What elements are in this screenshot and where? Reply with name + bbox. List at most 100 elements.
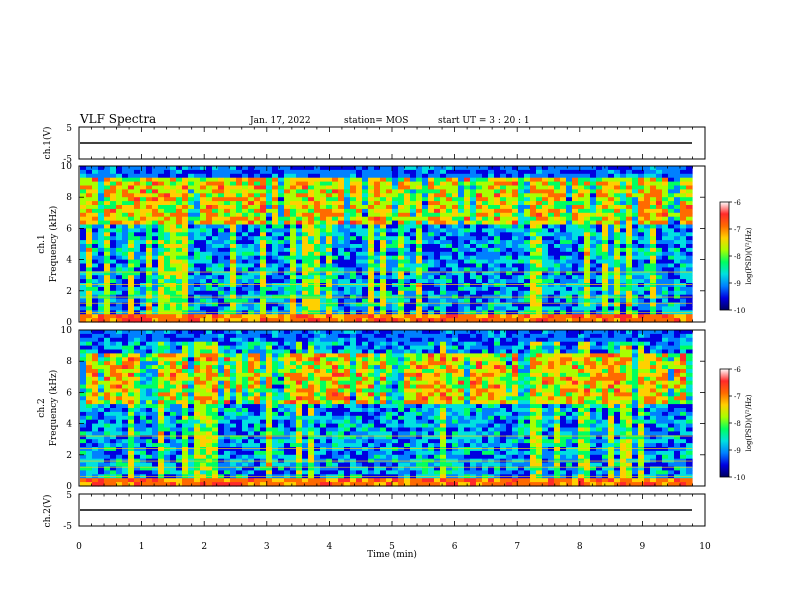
spectrogram-cell [104,251,111,257]
spectrogram-cell [680,216,687,222]
spectrogram-cell [656,216,663,222]
spectrogram-cell [206,208,213,214]
spectrogram-cell [356,177,363,183]
spectrogram-cell [560,275,567,280]
spectrogram-cell [302,244,309,249]
spectrogram-cell [332,189,339,194]
spectrogram-cell [140,208,147,214]
spectrogram-cell [374,232,381,237]
spectrogram-cell [584,263,591,268]
spectrogram-cell [596,169,603,175]
spectrogram-cell [242,220,249,226]
spectrogram-cell [314,201,321,206]
spectrogram-cell [680,185,687,190]
spectrogram-cell [296,244,303,249]
spectrogram-cell [398,193,405,198]
spectrogram-cell [620,271,627,276]
spectrogram-cell [248,177,255,183]
spectrogram-cell [542,306,549,311]
spectrogram-cell [338,189,345,194]
spectrogram-cell [674,271,681,276]
spectrogram-cell [110,427,117,432]
spectrogram-cell [194,169,201,175]
spectrogram-cell [644,177,651,183]
spectrogram-cell [656,212,663,218]
spectrogram-cell [650,263,657,268]
spectrogram-cell [176,290,183,296]
spectrogram-cell [224,236,231,241]
spectrogram-cell [98,181,105,187]
spectrogram-cell [554,283,561,288]
spectrogram-cell [200,197,207,202]
spectrogram-cell [686,169,693,175]
spectrogram-cell [188,205,195,210]
spectrogram-cell [122,286,129,292]
spectrogram-cell [146,408,153,413]
spectrogram-cell [494,244,501,249]
spectrogram-cell [524,189,531,194]
spectrogram-cell [314,232,321,237]
spectrogram-cell [110,361,117,366]
spectrogram-cell [668,240,675,245]
spectrogram-cell [260,193,267,198]
spectrogram-cell [272,279,279,284]
spectrogram-cell [470,208,477,214]
spectrogram-cell [134,212,141,218]
spectrogram-cell [212,232,219,237]
spectrogram-cell [428,240,435,245]
spectrogram-cell [446,314,453,319]
spectrogram-cell [164,205,171,210]
spectrogram-cell [464,263,471,268]
spectrogram-cell [158,419,165,425]
spectrogram-cell [278,205,285,210]
spectrogram-cell [464,290,471,296]
spectrogram-cell [284,263,291,268]
spectrogram-cell [284,189,291,194]
spectrogram-cell [188,267,195,272]
spectrogram-cell [530,275,537,280]
spectrogram-cell [146,306,153,311]
spectrogram-cell [176,216,183,222]
spectrogram-cell [332,286,339,292]
spectrogram-cell [182,244,189,249]
spectrogram-cell [290,251,297,257]
spectrogram-cell [650,271,657,276]
spectrogram-cell [452,314,459,319]
spectrogram-cell [482,173,489,179]
spectrogram-cell [266,236,273,241]
spectrogram-cell [260,173,267,179]
spectrogram-cell [164,408,171,413]
spectrogram-cell [92,208,99,214]
spectrogram-cell [470,298,477,304]
spectrogram-cell [296,236,303,241]
spectrogram-cell [152,439,159,444]
spectrogram-cell [674,244,681,249]
spectrogram-cell [200,228,207,233]
spectrogram-cell [194,228,201,233]
spectrogram-cell [242,212,249,218]
spectrogram-cell [680,236,687,241]
spectrogram-cell [146,193,153,198]
spectrogram-cell [386,271,393,276]
spectrogram-cell [110,240,117,245]
spectrogram-cell [236,267,243,272]
spectrogram-cell [452,267,459,272]
spectrogram-cell [86,205,93,210]
spectrogram-cell [632,228,639,233]
spectrogram-cell [512,208,519,214]
spectrogram-cell [560,173,567,179]
spectrogram-cell [92,259,99,265]
spectrogram-cell [134,337,141,343]
spectrogram-cell [182,208,189,214]
spectrogram-cell [632,286,639,292]
spectrogram-cell [218,220,225,226]
spectrogram-cell [422,236,429,241]
spectrogram-cell [344,166,351,171]
spectrogram-cell [206,259,213,265]
spectrogram-cell [650,201,657,206]
spectrogram-cell [464,232,471,237]
spectrogram-cell [158,482,165,487]
spectrogram-cell [380,220,387,226]
spectrogram-cell [182,216,189,222]
spectrogram-cell [344,236,351,241]
